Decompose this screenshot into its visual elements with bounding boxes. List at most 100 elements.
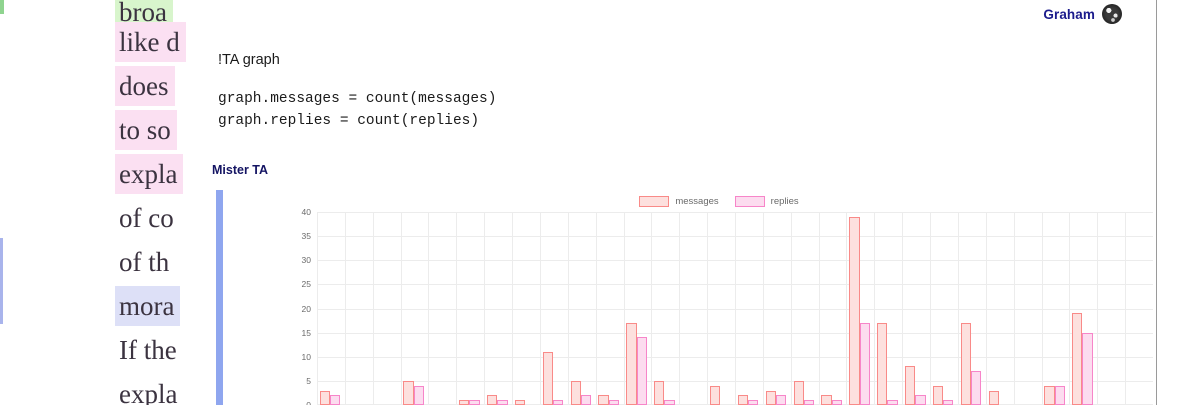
y-axis-tick-label: 20 — [301, 303, 311, 314]
chart-gridline-vertical — [456, 212, 457, 405]
chart-bar-replies[interactable] — [608, 400, 620, 405]
chart-y-axis: 0 5 10 15 20 25 30 35 40 — [285, 207, 315, 405]
chart-bar-messages[interactable] — [654, 380, 665, 405]
reply-author-name: Mister TA — [212, 163, 269, 177]
chart-gridline-vertical — [540, 212, 541, 405]
chart-bar-messages[interactable] — [486, 395, 498, 405]
globe-avatar-icon — [1102, 4, 1122, 24]
chart-bar-replies[interactable] — [887, 400, 898, 405]
chart-bar-messages[interactable] — [793, 380, 804, 405]
document-line: does — [115, 66, 175, 106]
chart-gridline-vertical — [791, 212, 792, 405]
document-change-bar — [0, 238, 3, 324]
chart-bar-messages[interactable] — [709, 385, 721, 405]
chart-bar-messages[interactable] — [626, 322, 637, 405]
document-line: expla — [119, 379, 178, 405]
chart-gridline-vertical — [1014, 212, 1015, 405]
chart-bar-replies[interactable] — [775, 395, 787, 405]
chart-gridline-vertical — [874, 212, 875, 405]
chart-bar-messages[interactable] — [877, 322, 888, 405]
legend-swatch-replies — [734, 195, 765, 207]
chart-gridline-vertical — [819, 212, 820, 405]
chart-bar-messages[interactable] — [932, 385, 944, 405]
chart-bar-replies[interactable] — [1082, 332, 1093, 405]
author-name: Graham — [1043, 6, 1095, 22]
y-axis-tick-label: 25 — [301, 279, 311, 290]
document-green-marker — [0, 0, 4, 14]
y-axis-tick-label: 0 — [306, 400, 311, 405]
chart-bar-replies[interactable] — [469, 400, 480, 405]
chart-bar-messages[interactable] — [459, 400, 470, 405]
chart-gridline-vertical — [1042, 212, 1043, 405]
chart-bar-messages[interactable] — [403, 380, 414, 405]
chart-bar-messages[interactable] — [765, 390, 776, 405]
chart-bar-replies[interactable] — [831, 400, 842, 405]
chart-bars-region — [317, 212, 1153, 405]
chart-gridline-vertical — [763, 212, 764, 405]
chart-bar-replies[interactable] — [915, 395, 926, 405]
chart-gridline-vertical — [484, 212, 485, 405]
chart-bar-replies[interactable] — [636, 337, 647, 405]
chart-bar-messages[interactable] — [542, 351, 554, 405]
y-axis-tick-label: 10 — [301, 351, 311, 362]
chart-gridline-vertical — [1125, 212, 1126, 405]
chart-gridline-vertical — [568, 212, 569, 405]
legend-item-replies[interactable]: replies — [734, 195, 799, 207]
legend-label-messages: messages — [675, 195, 719, 207]
chart-bar-messages[interactable] — [904, 366, 916, 405]
chart-gridline-vertical — [428, 212, 429, 405]
panel-right-border — [1156, 0, 1157, 405]
document-line: to so — [115, 110, 177, 150]
document-line: expla — [115, 154, 184, 194]
chart-bar-messages[interactable] — [988, 390, 999, 405]
chart-bar-messages[interactable] — [1044, 385, 1055, 405]
y-axis-tick-label: 35 — [301, 231, 311, 242]
chart-bar-replies[interactable] — [971, 371, 982, 405]
chart-gridline-vertical — [846, 212, 847, 405]
chart-gridline-vertical — [958, 212, 959, 405]
reply-quote-bar — [216, 190, 223, 405]
chart-bar-messages[interactable] — [598, 395, 609, 405]
chart-gridline-vertical — [373, 212, 374, 405]
chart-bar-messages[interactable] — [319, 390, 331, 405]
chart-bar-messages[interactable] — [570, 380, 581, 405]
chart-bar-messages[interactable] — [821, 395, 832, 405]
chart-gridline-vertical — [317, 212, 318, 405]
chart-gridline-vertical — [512, 212, 513, 405]
legend-label-replies: replies — [770, 195, 799, 207]
chart-gridline-vertical — [596, 212, 597, 405]
chart-gridline-vertical — [679, 212, 680, 405]
chart-bar-messages[interactable] — [737, 395, 749, 405]
chart-bar-replies[interactable] — [413, 385, 424, 405]
chart-gridline-vertical — [624, 212, 625, 405]
y-axis-tick-label: 30 — [301, 255, 311, 266]
document-line: of th — [119, 247, 170, 277]
chart-bar-replies[interactable] — [943, 400, 954, 405]
chart-bar-messages[interactable] — [849, 216, 860, 405]
chart-bar-replies[interactable] — [330, 395, 341, 405]
chart-bar-replies[interactable] — [497, 400, 508, 405]
message-author-header: Graham — [1043, 4, 1122, 24]
chart-bar-replies[interactable] — [664, 400, 675, 405]
messages-replies-bar-chart: messages replies 0 5 10 15 20 25 30 35 40 — [285, 190, 1153, 405]
chart-gridline-vertical — [930, 212, 931, 405]
legend-item-messages[interactable]: messages — [639, 195, 719, 207]
document-line: of co — [119, 203, 174, 233]
chart-bar-messages[interactable] — [1072, 313, 1083, 405]
chart-bar-replies[interactable] — [803, 400, 815, 405]
y-axis-tick-label: 40 — [301, 207, 311, 217]
chart-bar-messages[interactable] — [960, 322, 972, 405]
chart-gridline-vertical — [345, 212, 346, 405]
chart-bar-messages[interactable] — [514, 400, 526, 405]
chart-gridline-vertical — [651, 212, 652, 405]
chart-bar-replies[interactable] — [859, 322, 870, 405]
document-line: If the — [119, 335, 177, 365]
chart-bar-replies[interactable] — [553, 400, 564, 405]
chart-gridline-vertical — [1069, 212, 1070, 405]
command-text: !TA graph — [218, 52, 280, 68]
legend-swatch-messages — [639, 195, 670, 207]
chart-bar-replies[interactable] — [748, 400, 759, 405]
chart-bar-replies[interactable] — [580, 395, 592, 405]
chart-bar-replies[interactable] — [1054, 385, 1065, 405]
